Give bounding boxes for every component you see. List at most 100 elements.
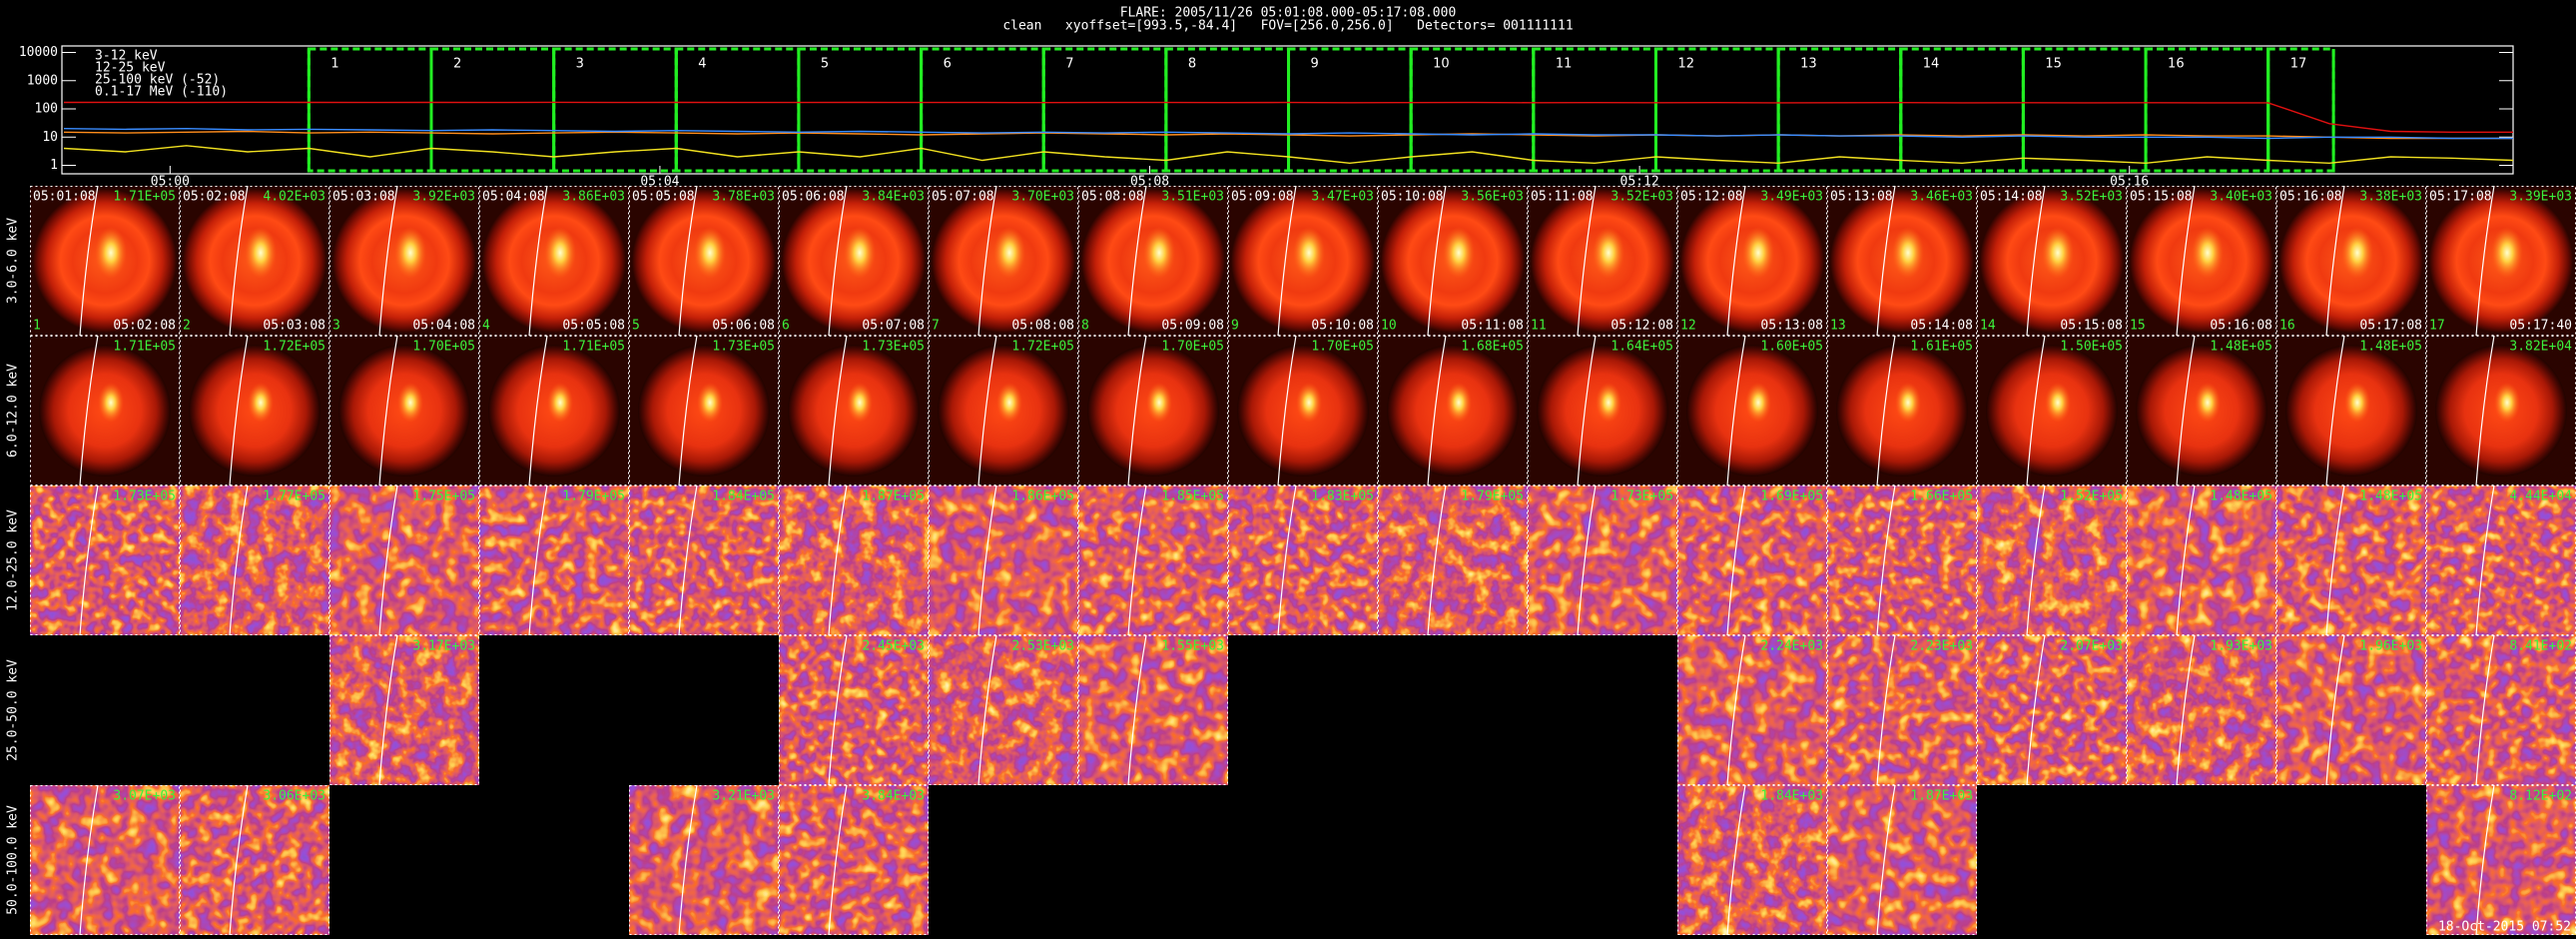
cell-border — [1827, 336, 1977, 485]
peak-value: 1.73E+05 — [113, 489, 176, 504]
limb-line — [528, 484, 548, 636]
interval-number: 17 — [2290, 57, 2307, 72]
legend-entry: 0.1-17 MeV (-110) — [95, 85, 228, 100]
noise-image — [30, 485, 180, 635]
peak-value: 1.70E+05 — [1311, 340, 1374, 355]
interval-box — [1653, 47, 1780, 173]
start-time: 05:14:08 — [1980, 190, 2043, 205]
limb-line — [678, 185, 698, 337]
image-cell: 1.93E+03 — [2127, 634, 2276, 786]
y-tick-label: 1000 — [27, 73, 58, 88]
peak-value: 1.61E+05 — [1910, 340, 1973, 355]
subtitle: clean xyoffset=[993.5,-84.4] FOV=[256.0,… — [1002, 19, 1573, 34]
cell-border — [1228, 485, 1378, 635]
interval-box — [920, 47, 1045, 173]
image-cell: 1.48E+05 — [2127, 484, 2276, 636]
image-cell: 1.70E+05 — [1078, 335, 1228, 486]
bright-core — [1293, 227, 1325, 279]
limb-line — [1726, 784, 1746, 936]
limb-line — [1876, 634, 1896, 786]
image-cell: 2.23E+03 — [1827, 634, 1977, 786]
noise-image — [1977, 635, 2127, 785]
cell-border — [180, 785, 329, 935]
image-cell: 1.69E+05 — [1677, 484, 1827, 636]
image-cell: 1.85E+05 — [1078, 484, 1228, 636]
peak-value: 3.47E+03 — [1311, 190, 1374, 205]
energy-band-label: 25.0-50.0 keV — [6, 659, 21, 761]
peak-value: 1.55E+03 — [1161, 639, 1224, 654]
limb-line — [678, 484, 698, 636]
peak-value: 1.75E+05 — [412, 489, 475, 504]
limb-line — [2475, 185, 2495, 337]
series-line — [63, 130, 2513, 140]
start-time: 05:08:08 — [1081, 190, 1144, 205]
image-cell: 3.21E+03 — [629, 784, 779, 936]
limb-line — [528, 335, 548, 486]
cell-border — [2276, 485, 2426, 635]
bright-core — [844, 227, 876, 279]
interval-number: 3 — [576, 57, 584, 72]
bright-core — [394, 227, 426, 279]
image-cell: 3.39E+03 05:17:08 05:17:40 17 — [2426, 185, 2576, 337]
image-cell: 2.07E+03 — [1977, 634, 2127, 786]
limb-line — [2026, 185, 2046, 337]
image-cell: 1.72E+05 — [180, 335, 329, 486]
image-cell: 1.84E+03 — [1677, 784, 1827, 936]
limb-line — [378, 185, 398, 337]
peak-value: 3.78E+03 — [712, 190, 775, 205]
noise-image — [479, 485, 629, 635]
image-cell: 3.40E+03 05:15:08 05:16:08 15 — [2127, 185, 2276, 337]
interval-number: 14 — [1923, 57, 1940, 72]
limb-line — [828, 335, 848, 486]
cell-border — [30, 485, 180, 635]
peak-value: 1.84E+03 — [1760, 789, 1823, 804]
image-cell: 3.51E+03 05:08:08 05:09:08 8 — [1078, 185, 1228, 337]
image-cell: 1.64E+05 — [1528, 335, 1677, 486]
image-cell: 3.52E+03 05:11:08 05:12:08 11 — [1528, 185, 1677, 337]
cell-border — [2127, 635, 2276, 785]
peak-value: 3.21E+03 — [712, 789, 775, 804]
interval-box — [1899, 47, 2025, 173]
peak-value: 3.52E+03 — [2060, 190, 2123, 205]
bright-core — [697, 383, 723, 423]
cell-index: 11 — [1531, 319, 1547, 334]
limb-line — [1726, 335, 1746, 486]
noise-image — [779, 635, 929, 785]
cell-border — [1528, 186, 1677, 336]
peak-value: 3.38E+03 — [2359, 190, 2422, 205]
bright-core — [993, 227, 1025, 279]
x-tick-label: 05:16 — [2110, 175, 2149, 190]
noise-image — [1228, 485, 1378, 635]
peak-value: 1.72E+05 — [1011, 340, 1074, 355]
limb-line — [1427, 185, 1447, 337]
end-time: 05:11:08 — [1461, 319, 1524, 334]
limb-line — [977, 185, 997, 337]
image-cell: 3.46E+03 05:13:08 05:14:08 13 — [1827, 185, 1977, 337]
noise-image — [929, 485, 1078, 635]
limb-line — [2325, 484, 2345, 636]
interval-box — [1041, 47, 1168, 173]
limb-line — [678, 335, 698, 486]
limb-line — [1876, 784, 1896, 936]
cell-index: 10 — [1381, 319, 1397, 334]
bright-core — [2491, 227, 2523, 279]
cell-border — [30, 336, 180, 485]
start-time: 05:01:08 — [33, 190, 96, 205]
peak-value: 1.77E+05 — [263, 489, 325, 504]
peak-value: 2.45E+03 — [862, 639, 925, 654]
limb-line — [2176, 484, 2196, 636]
end-time: 05:03:08 — [263, 319, 325, 334]
image-cell: 3.82E+04 — [2426, 335, 2576, 486]
cell-border — [1078, 635, 1228, 785]
limb-line — [1277, 484, 1297, 636]
peak-value: 1.83E+05 — [1311, 489, 1374, 504]
start-time: 05:12:08 — [1680, 190, 1743, 205]
bright-core — [547, 383, 573, 423]
peak-value: 1.93E+03 — [2210, 639, 2272, 654]
legend-entry: 12-25 keV — [95, 61, 166, 76]
start-time: 05:05:08 — [632, 190, 695, 205]
cell-border — [779, 785, 929, 935]
start-time: 05:11:08 — [1531, 190, 1594, 205]
end-time: 05:08:08 — [1011, 319, 1074, 334]
start-time: 05:02:08 — [183, 190, 246, 205]
